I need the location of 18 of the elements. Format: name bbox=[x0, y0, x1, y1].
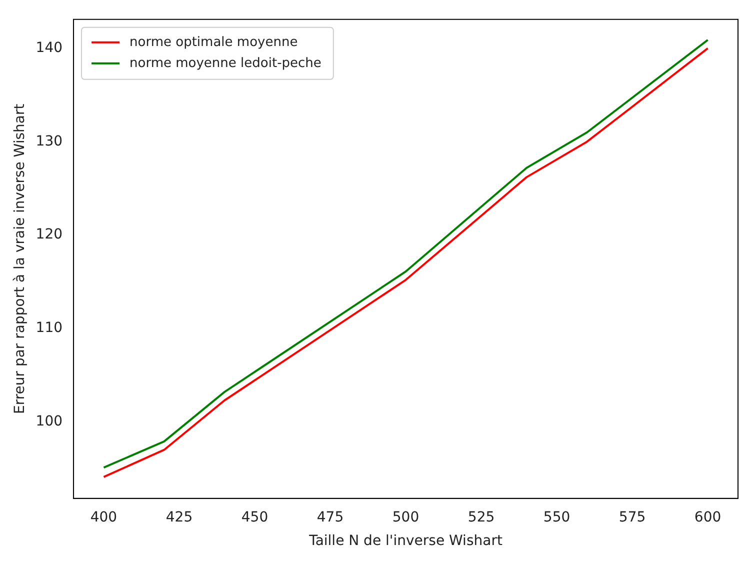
x-axis-title: Taille N de l'inverse Wishart bbox=[308, 533, 503, 550]
legend-label: norme optimale moyenne bbox=[130, 34, 298, 50]
x-tick-label: 475 bbox=[316, 509, 344, 526]
y-tick-label: 100 bbox=[36, 413, 63, 430]
y-tick-label: 120 bbox=[36, 226, 63, 243]
x-tick-label: 425 bbox=[166, 509, 193, 526]
y-tick-label: 130 bbox=[36, 133, 63, 150]
x-tick-label: 550 bbox=[543, 509, 570, 526]
x-tick-label: 450 bbox=[241, 509, 268, 526]
x-tick-label: 575 bbox=[618, 509, 646, 526]
x-tick-label: 525 bbox=[468, 509, 495, 526]
x-tick-label: 400 bbox=[90, 509, 118, 526]
x-tick-label: 600 bbox=[694, 509, 722, 526]
y-tick-label: 140 bbox=[36, 40, 63, 56]
x-tick-label: 500 bbox=[392, 509, 420, 526]
legend-label: norme moyenne ledoit-peche bbox=[130, 56, 322, 71]
y-tick-label: 110 bbox=[36, 320, 63, 336]
y-axis-title: Erreur par rapport à la vraie inverse Wishart bbox=[12, 103, 28, 414]
